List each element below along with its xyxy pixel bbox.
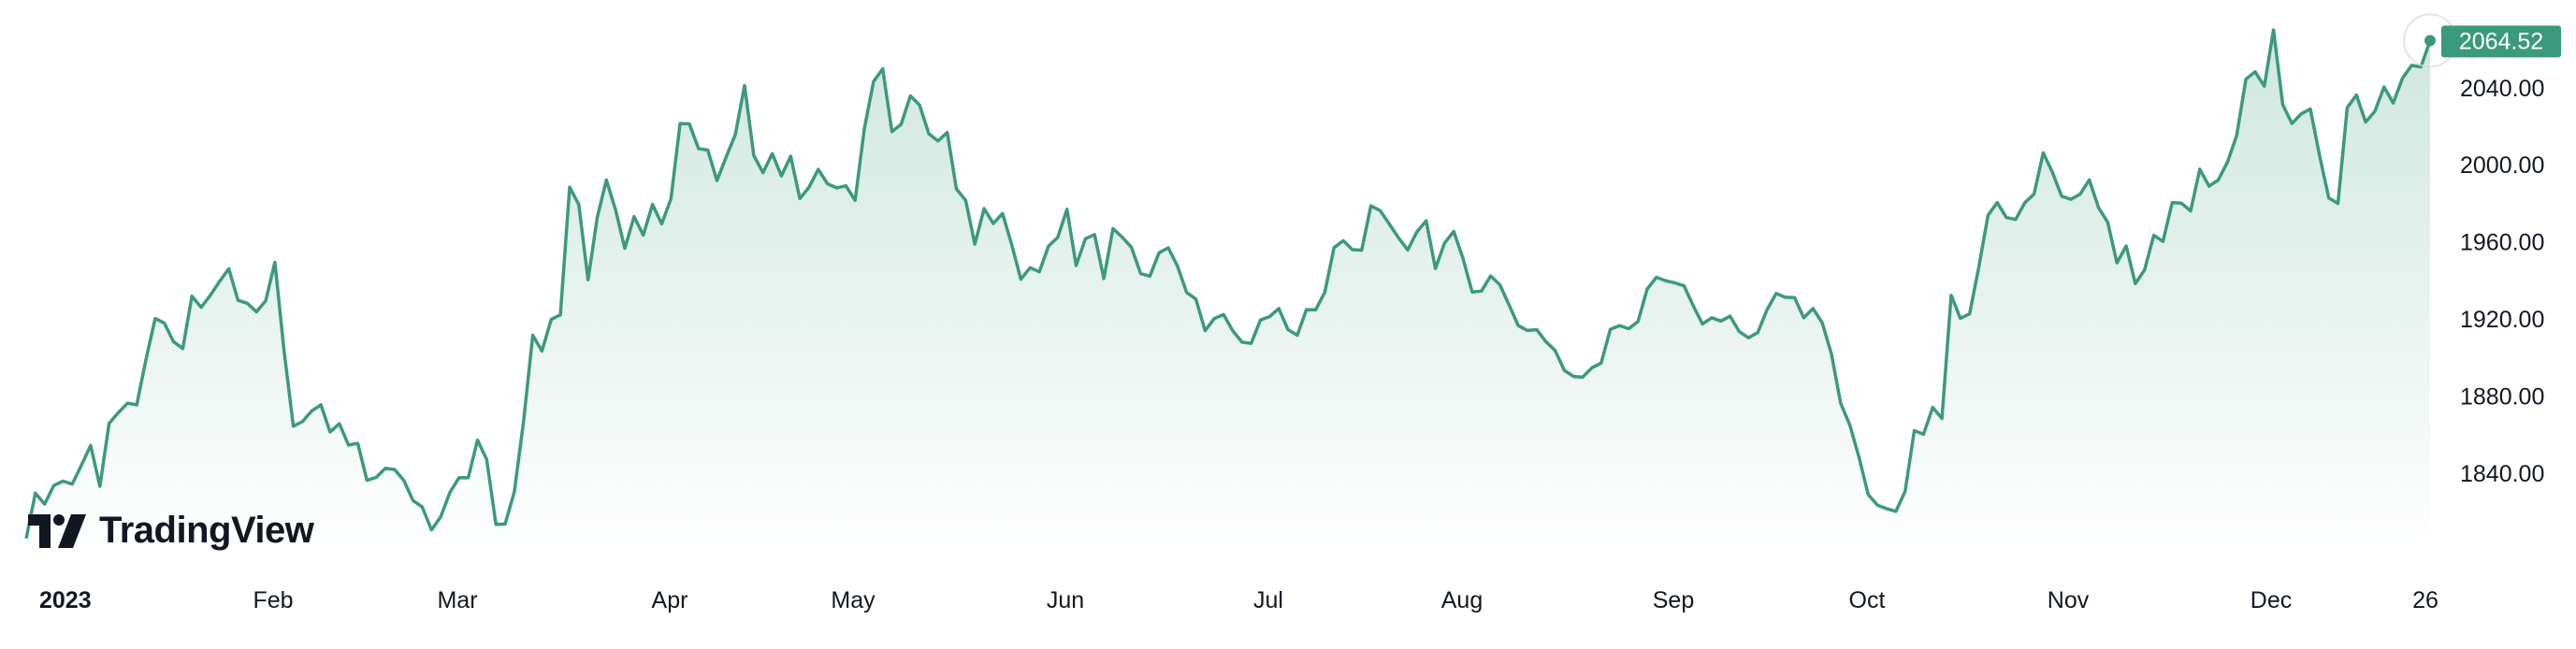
last-point-dot bbox=[2424, 35, 2436, 47]
y-tick-label: 1960.00 bbox=[2460, 230, 2544, 256]
brand: TradingView bbox=[28, 510, 314, 552]
x-tick-label: Oct bbox=[1849, 587, 1886, 613]
y-tick-label: 1880.00 bbox=[2460, 383, 2544, 410]
tradingview-logo-icon bbox=[28, 513, 86, 548]
y-tick-label: 1920.00 bbox=[2460, 307, 2544, 333]
y-tick-label: 1840.00 bbox=[2460, 461, 2544, 487]
last-price-label: 2064.52 bbox=[2441, 25, 2561, 58]
x-tick-label: Jun bbox=[1047, 587, 1084, 613]
y-tick-label: 2040.00 bbox=[2460, 76, 2544, 102]
last-price-label-bg bbox=[2441, 25, 2561, 58]
x-tick-label: Nov bbox=[2048, 587, 2090, 613]
price-area-fill bbox=[26, 30, 2430, 559]
x-tick-label: Dec bbox=[2250, 587, 2292, 613]
x-tick-label: Aug bbox=[1441, 587, 1483, 613]
x-tick-label: Apr bbox=[652, 587, 688, 613]
brand-name: TradingView bbox=[99, 510, 314, 551]
x-axis: 2023 Feb Mar Apr May Jun Jul Aug Sep Oct Nov Dec 26 bbox=[39, 587, 2439, 613]
x-tick-label: 26 bbox=[2412, 587, 2439, 613]
x-tick-label: 2023 bbox=[39, 587, 92, 613]
x-tick-label: Feb bbox=[253, 587, 293, 613]
price-line bbox=[24, 28, 2432, 540]
x-tick-label: Jul bbox=[1253, 587, 1283, 613]
y-axis: 2040.00 2000.00 1960.00 1920.00 1880.00 1840.… bbox=[2460, 76, 2544, 487]
y-tick-label: 2000.00 bbox=[2460, 152, 2544, 179]
x-tick-label: Mar bbox=[437, 587, 477, 613]
x-tick-label: Sep bbox=[1653, 587, 1694, 613]
last-price-value: 2064.52 bbox=[2459, 28, 2543, 54]
x-tick-label: May bbox=[831, 587, 876, 613]
